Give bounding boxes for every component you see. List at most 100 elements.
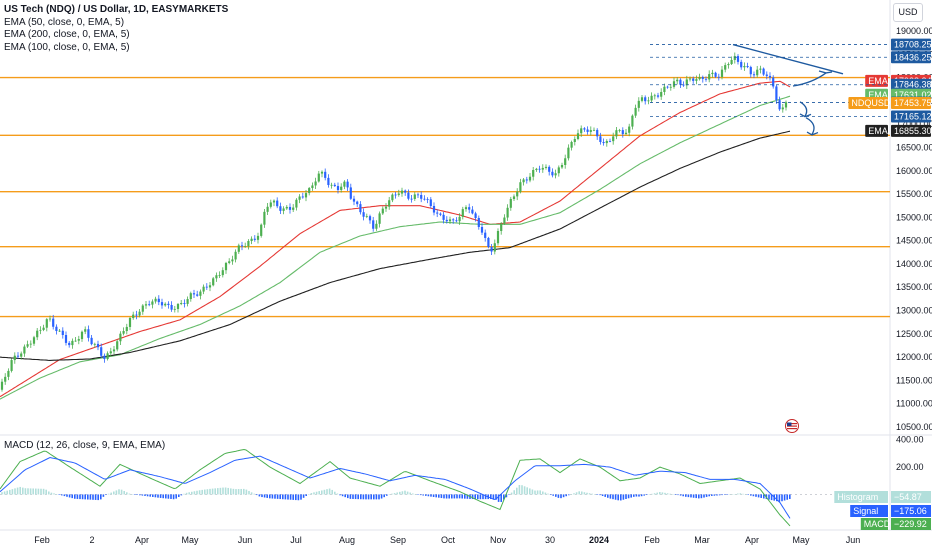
candle-body	[336, 186, 340, 190]
macd-histogram-bar	[367, 494, 370, 500]
macd-histogram-bar	[180, 494, 183, 496]
candle-body	[516, 191, 519, 197]
macd-histogram-bar	[513, 490, 515, 495]
candle-body	[730, 59, 733, 65]
macd-histogram-bar	[302, 494, 305, 498]
candle-body	[448, 219, 452, 222]
candle-body	[42, 327, 45, 330]
candle-body	[621, 130, 624, 135]
macd-histogram-bar	[731, 494, 734, 495]
candle-body	[183, 303, 186, 304]
candle-body	[314, 181, 317, 186]
candle-body	[429, 199, 432, 206]
macd-histogram-bar	[477, 494, 479, 500]
y-tick-label: 16000.00	[896, 166, 932, 176]
macd-histogram-bar	[721, 494, 723, 496]
candle-body	[228, 261, 231, 263]
macd-histogram-bar	[55, 494, 58, 495]
macd-histogram-bar	[331, 489, 333, 495]
macd-histogram-bar	[557, 494, 560, 498]
candle-body	[164, 303, 167, 306]
macd-histogram-bar	[588, 493, 591, 495]
macd-tag-label: MACD	[864, 519, 891, 529]
candle-body	[544, 166, 548, 168]
candle-body	[71, 340, 74, 346]
macd-histogram-bar	[404, 490, 406, 495]
macd-histogram-bar	[232, 488, 235, 495]
macd-histogram-bar	[42, 488, 45, 495]
candle-body	[663, 86, 666, 92]
candle-body	[16, 355, 20, 357]
macd-histogram-bar	[196, 490, 198, 495]
macd-histogram-bar	[19, 486, 21, 495]
macd-histogram-bar	[646, 494, 648, 496]
macd-histogram-bar	[399, 491, 401, 495]
macd-histogram-bar	[568, 494, 570, 496]
price-tag-value: 17165.12	[894, 111, 932, 121]
x-tick-label: Mar	[694, 535, 710, 545]
macd-histogram-bar	[300, 494, 302, 500]
macd-histogram-bar	[586, 492, 588, 495]
x-tick-label: May	[792, 535, 810, 545]
macd-y-tick-label: 400.00	[896, 435, 924, 445]
candle-body	[160, 302, 164, 306]
macd-histogram-bar	[776, 494, 778, 502]
candle-body	[64, 335, 68, 343]
macd-histogram-bar	[326, 489, 328, 495]
down-arrow	[799, 101, 808, 117]
candle-body	[624, 132, 628, 135]
candle-body	[756, 69, 759, 76]
macd-histogram-bar	[370, 494, 372, 500]
macd-histogram-bar	[573, 493, 575, 495]
candle-body	[509, 198, 512, 208]
candle-body	[0, 381, 4, 390]
candle-body	[688, 78, 692, 80]
x-tick-label: Apr	[745, 535, 759, 545]
candle-body	[538, 168, 541, 170]
macd-histogram-bar	[66, 494, 68, 497]
price-tag	[891, 51, 931, 64]
candle-body	[368, 216, 372, 221]
candle-body	[720, 69, 724, 77]
x-tick-label: Oct	[441, 535, 456, 545]
candle-body	[724, 65, 727, 70]
candle-body	[634, 107, 637, 116]
macd-tag	[891, 491, 931, 503]
macd-histogram-bar	[219, 487, 222, 495]
candle-body	[736, 56, 740, 62]
candle-body	[173, 308, 176, 310]
macd-histogram-bar	[451, 494, 453, 499]
candle-body	[4, 376, 7, 382]
macd-histogram-bar	[206, 489, 209, 495]
candle-body	[458, 216, 461, 222]
macd-histogram-bar	[617, 494, 619, 501]
candle-body	[135, 314, 138, 316]
candle-body	[26, 344, 29, 347]
candle-body	[346, 181, 349, 188]
candle-body	[61, 330, 64, 336]
macd-histogram-bar	[432, 494, 435, 497]
macd-histogram-bar	[45, 489, 47, 495]
macd-histogram-bar	[656, 492, 658, 495]
candle-body	[320, 171, 324, 174]
candle-body	[170, 304, 173, 310]
macd-histogram-bar	[123, 490, 125, 495]
currency-button[interactable]: USD	[893, 3, 923, 22]
macd-histogram-bar	[308, 494, 310, 495]
macd-histogram-bar	[419, 494, 422, 496]
macd-histogram-bar	[266, 494, 268, 498]
macd-histogram-bar	[282, 494, 284, 500]
candle-body	[148, 304, 151, 306]
macd-histogram-bar	[497, 494, 500, 502]
candle-body	[263, 211, 266, 225]
candle-body	[695, 79, 698, 81]
candle-body	[103, 355, 106, 360]
macd-histogram-bar	[562, 494, 565, 498]
macd-histogram-bar	[258, 494, 261, 497]
macd-histogram-bar	[750, 494, 752, 496]
price-tag	[891, 110, 931, 123]
macd-histogram-bar	[536, 490, 539, 495]
macd-histogram-bar	[456, 494, 458, 499]
macd-histogram-bar	[627, 494, 630, 499]
